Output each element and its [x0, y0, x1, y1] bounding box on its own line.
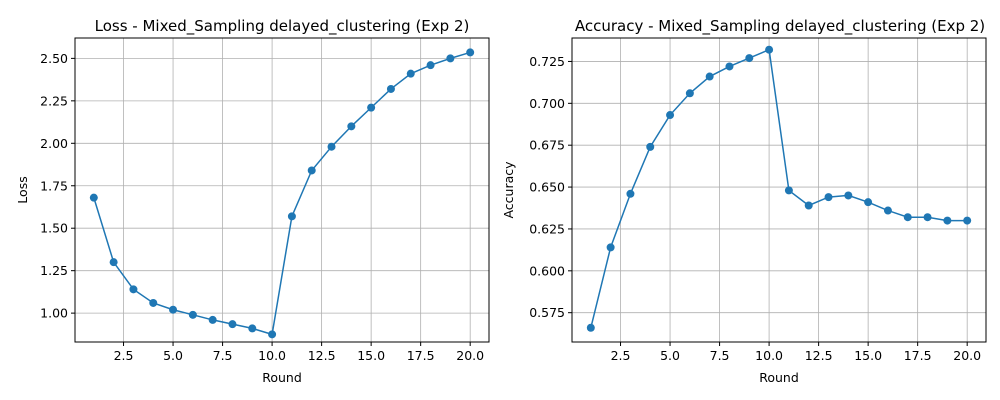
data-point — [208, 315, 217, 324]
data-point — [89, 193, 98, 202]
data-point — [426, 61, 435, 70]
data-point — [287, 212, 296, 221]
data-point — [883, 206, 892, 215]
data-point — [685, 89, 694, 98]
series-line — [590, 48, 968, 328]
x-tick-label: 2.5 — [611, 348, 631, 363]
data-point — [386, 84, 395, 93]
y-tick-label: 2.25 — [40, 93, 68, 108]
y-tick-label: 0.575 — [529, 305, 565, 320]
data-point — [943, 216, 952, 225]
accuracy-chart: Accuracy - Mixed_Sampling delayed_cluste… — [501, 17, 987, 385]
data-point — [824, 193, 833, 202]
x-tick-label: 5.0 — [163, 348, 183, 363]
y-tick-label: 0.675 — [529, 138, 565, 153]
y-axis-label: Accuracy — [501, 161, 516, 219]
x-tick-label: 2.5 — [114, 348, 134, 363]
y-axis-label: Loss — [15, 176, 30, 203]
data-point — [149, 298, 158, 307]
plot-frame — [571, 37, 987, 343]
data-point — [666, 111, 675, 120]
data-point — [765, 45, 774, 54]
data-point — [844, 191, 853, 200]
data-point — [466, 48, 475, 57]
data-point — [347, 122, 356, 131]
data-point — [129, 285, 138, 294]
y-tick-label: 0.650 — [529, 180, 565, 195]
plot-frame — [74, 37, 490, 343]
data-point — [109, 258, 118, 267]
x-tick-label: 10.0 — [755, 348, 783, 363]
chart-title: Accuracy - Mixed_Sampling delayed_cluste… — [575, 17, 985, 36]
y-tick-label: 0.625 — [529, 221, 565, 236]
data-point — [188, 310, 197, 319]
chart-title: Loss - Mixed_Sampling delayed_clustering… — [95, 17, 470, 36]
data-point — [268, 330, 277, 339]
y-tick-label: 0.700 — [529, 96, 565, 111]
data-point — [446, 54, 455, 63]
data-point — [586, 323, 595, 332]
x-tick-label: 10.0 — [258, 348, 286, 363]
data-point — [307, 166, 316, 175]
y-tick-label: 1.75 — [40, 178, 68, 193]
series-line — [93, 51, 471, 336]
x-axis-label: Round — [759, 370, 799, 385]
data-point — [804, 201, 813, 210]
data-point — [327, 142, 336, 151]
data-point — [248, 324, 257, 333]
y-tick-label: 1.00 — [40, 306, 68, 321]
data-point — [903, 213, 912, 222]
x-tick-label: 12.5 — [805, 348, 833, 363]
data-point — [367, 103, 376, 112]
x-axis-label: Round — [262, 370, 302, 385]
y-tick-label: 2.50 — [40, 51, 68, 66]
x-tick-label: 17.5 — [407, 348, 435, 363]
x-tick-label: 20.0 — [456, 348, 484, 363]
x-tick-label: 12.5 — [308, 348, 336, 363]
data-point — [725, 62, 734, 71]
data-point — [705, 72, 714, 81]
x-tick-label: 7.5 — [213, 348, 233, 363]
loss-chart: Loss - Mixed_Sampling delayed_clustering… — [15, 17, 490, 385]
y-tick-label: 1.50 — [40, 221, 68, 236]
data-point — [923, 213, 932, 222]
data-point — [626, 189, 635, 198]
data-point — [606, 243, 615, 252]
data-point — [784, 186, 793, 195]
data-point — [169, 305, 178, 314]
x-tick-label: 17.5 — [904, 348, 932, 363]
x-tick-label: 5.0 — [660, 348, 680, 363]
data-point — [406, 69, 415, 78]
data-point — [745, 54, 754, 63]
data-point — [646, 142, 655, 151]
x-tick-label: 15.0 — [854, 348, 882, 363]
y-tick-label: 0.725 — [529, 54, 565, 69]
y-tick-label: 2.00 — [40, 136, 68, 151]
x-tick-label: 20.0 — [953, 348, 981, 363]
x-tick-label: 15.0 — [357, 348, 385, 363]
y-tick-label: 0.600 — [529, 263, 565, 278]
data-point — [228, 320, 237, 329]
x-tick-label: 7.5 — [710, 348, 730, 363]
y-tick-label: 1.25 — [40, 263, 68, 278]
data-point — [963, 216, 972, 225]
data-point — [864, 198, 873, 207]
